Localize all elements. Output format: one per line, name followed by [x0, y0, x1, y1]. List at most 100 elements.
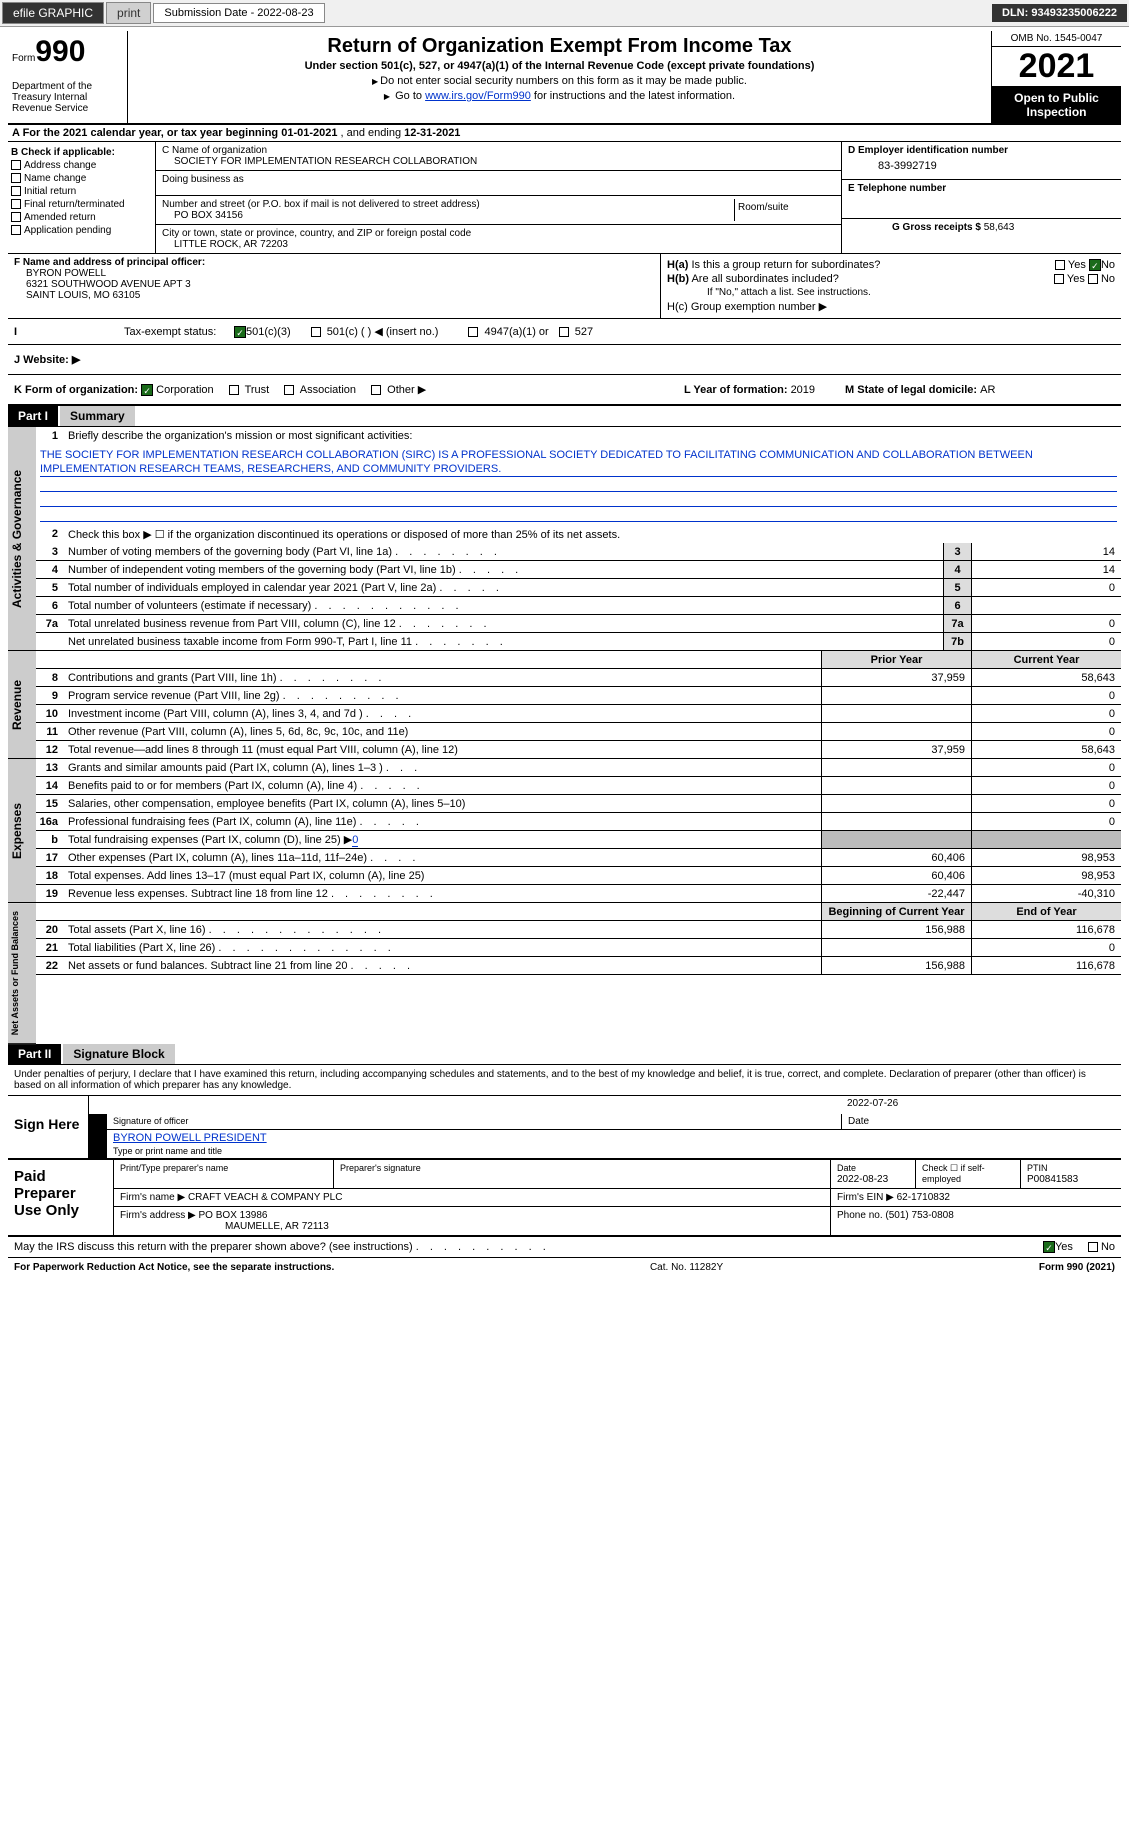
line21-end: 0	[971, 939, 1121, 956]
part1-title: Summary	[58, 406, 135, 426]
line22-end: 116,678	[971, 957, 1121, 974]
instruction-1: Do not enter social security numbers on …	[136, 75, 983, 87]
tab-net-assets: Net Assets or Fund Balances	[8, 903, 36, 1044]
ein: 83-3992719	[848, 156, 1115, 176]
line17-prior: 60,406	[821, 849, 971, 866]
form-title: Return of Organization Exempt From Incom…	[136, 35, 983, 58]
city-label: City or town, state or province, country…	[162, 228, 835, 239]
hb-yes[interactable]	[1054, 274, 1064, 284]
line12-curr: 58,643	[971, 741, 1121, 758]
line3-val: 14	[971, 543, 1121, 560]
col-current-year: Current Year	[971, 651, 1121, 668]
line22-begin: 156,988	[821, 957, 971, 974]
penalty-text: Under penalties of perjury, I declare th…	[8, 1065, 1121, 1096]
chk-address[interactable]	[11, 160, 21, 170]
form-header: Form990 Department of the Treasury Inter…	[8, 31, 1121, 125]
line17-curr: 98,953	[971, 849, 1121, 866]
chk-pending[interactable]	[11, 225, 21, 235]
line18-curr: 98,953	[971, 867, 1121, 884]
phone-label: E Telephone number	[848, 183, 1115, 194]
row-i-status: I Tax-exempt status: ✓ 501(c)(3) 501(c) …	[8, 319, 1121, 345]
ha-yes[interactable]	[1055, 260, 1065, 270]
part1-header: Part I	[8, 406, 58, 426]
efile-btn[interactable]: efile GRAPHIC	[2, 2, 104, 24]
prep-label: Paid Preparer Use Only	[8, 1160, 113, 1235]
discuss-question: May the IRS discuss this return with the…	[14, 1241, 413, 1253]
ha-no[interactable]: ✓	[1089, 259, 1101, 271]
prep-ein: 62-1710832	[897, 1192, 950, 1203]
part2-header: Part II	[8, 1044, 61, 1064]
chk-final[interactable]	[11, 199, 21, 209]
col-prior-year: Prior Year	[821, 651, 971, 668]
irs-link[interactable]: www.irs.gov/Form990	[425, 90, 531, 102]
prep-addr1: PO BOX 13986	[199, 1210, 268, 1221]
line14-curr: 0	[971, 777, 1121, 794]
form-subtitle: Under section 501(c), 527, or 4947(a)(1)…	[136, 60, 983, 72]
line9-curr: 0	[971, 687, 1121, 704]
signer-name: BYRON POWELL PRESIDENT	[107, 1130, 1121, 1144]
discuss-no[interactable]	[1088, 1242, 1098, 1252]
hc-label: H(c) Group exemption number ▶	[667, 300, 827, 313]
row-a-period: A For the 2021 calendar year, or tax yea…	[8, 125, 1121, 142]
org-name: SOCIETY FOR IMPLEMENTATION RESEARCH COLL…	[162, 156, 835, 167]
address: PO BOX 34156	[162, 210, 734, 221]
prep-addr2: MAUMELLE, AR 72113	[120, 1221, 329, 1232]
line8-curr: 58,643	[971, 669, 1121, 686]
hb-note: If "No," attach a list. See instructions…	[667, 287, 1115, 298]
sign-date: 2022-07-26	[841, 1096, 1121, 1114]
hb-no[interactable]	[1088, 274, 1098, 284]
submission-date: Submission Date - 2022-08-23	[153, 3, 324, 23]
print-btn[interactable]: print	[106, 2, 151, 24]
footer-form: Form 990 (2021)	[1039, 1262, 1115, 1273]
line16a-curr: 0	[971, 813, 1121, 830]
line4-val: 14	[971, 561, 1121, 578]
line6-val	[971, 597, 1121, 614]
line5-val: 0	[971, 579, 1121, 596]
officer-label: F Name and address of principal officer:	[14, 257, 654, 268]
dept-label: Department of the Treasury Internal Reve…	[12, 81, 123, 114]
chk-corp[interactable]: ✓	[141, 384, 153, 396]
instruction-2: Go to www.irs.gov/Form990 for instructio…	[136, 90, 983, 102]
toolbar: efile GRAPHIC print Submission Date - 20…	[0, 0, 1129, 27]
prep-date: 2022-08-23	[837, 1174, 888, 1185]
line11-curr: 0	[971, 723, 1121, 740]
line7a-val: 0	[971, 615, 1121, 632]
tax-year: 2021	[992, 47, 1121, 87]
dln: DLN: 93493235006222	[992, 4, 1127, 22]
chk-name[interactable]	[11, 173, 21, 183]
sign-here: Sign Here	[8, 1096, 88, 1158]
line19-curr: -40,310	[971, 885, 1121, 902]
officer-addr2: SAINT LOUIS, MO 63105	[14, 290, 654, 301]
line12-prior: 37,959	[821, 741, 971, 758]
line16b-val: 0	[352, 834, 358, 847]
line20-begin: 156,988	[821, 921, 971, 938]
sig-officer-label: Signature of officer	[107, 1114, 841, 1130]
officer-addr1: 6321 SOUTHWOOD AVENUE APT 3	[14, 279, 654, 290]
chk-501c3[interactable]: ✓	[234, 326, 246, 338]
row-k-org: K Form of organization: ✓ Corporation Tr…	[8, 375, 1121, 406]
part2-title: Signature Block	[61, 1044, 174, 1064]
line19-prior: -22,447	[821, 885, 971, 902]
sig-arrow-icon	[89, 1114, 107, 1130]
line8-prior: 37,959	[821, 669, 971, 686]
tab-governance: Activities & Governance	[8, 427, 36, 651]
line15-curr: 0	[971, 795, 1121, 812]
form-number: 990	[35, 35, 85, 68]
omb-number: OMB No. 1545-0047	[992, 31, 1121, 47]
year-formation: 2019	[791, 384, 815, 396]
prep-ptin: P00841583	[1027, 1174, 1078, 1185]
sig-name-label: Type or print name and title	[107, 1144, 1121, 1158]
line18-prior: 60,406	[821, 867, 971, 884]
gross-receipts: 58,643	[984, 222, 1015, 233]
chk-amended[interactable]	[11, 212, 21, 222]
col-end-year: End of Year	[971, 903, 1121, 920]
discuss-yes[interactable]: ✓	[1043, 1241, 1055, 1253]
line7b-val: 0	[971, 633, 1121, 650]
tab-revenue: Revenue	[8, 651, 36, 759]
officer-name: BYRON POWELL	[14, 268, 654, 279]
col-b-checkboxes: B Check if applicable: Address change Na…	[8, 142, 156, 253]
footer-catalog: Cat. No. 11282Y	[334, 1262, 1039, 1273]
dba-label: Doing business as	[162, 174, 835, 185]
sig-date-label: Date	[841, 1114, 1121, 1130]
chk-initial[interactable]	[11, 186, 21, 196]
